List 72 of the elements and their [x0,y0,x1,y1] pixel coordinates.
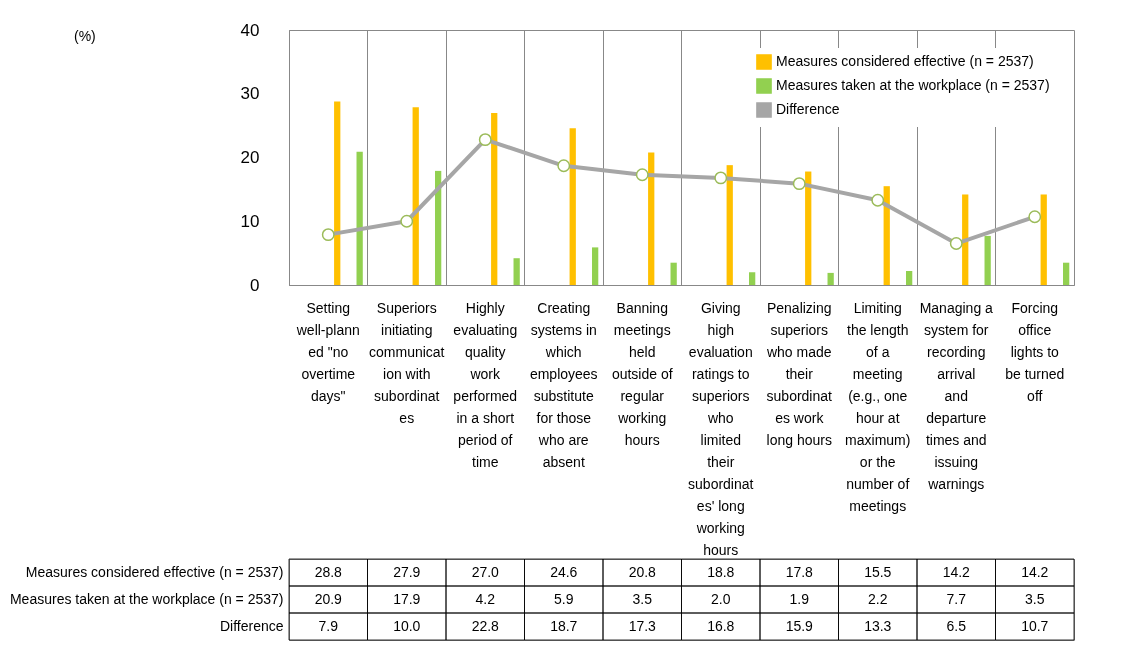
bar [648,152,655,285]
x-tick-label: Penalizing superiors who made their subordinates work long hours [765,299,833,448]
bar [592,247,599,285]
y-tick-label: 30 [240,84,260,104]
bar [334,101,341,285]
text: Measures taken at the workplace (n = 2537) [9,590,284,607]
data-label: 7.9 [318,617,339,634]
x-tick-label: Forcing office lights to be turned off [1005,299,1065,404]
data-label: 22.8 [471,617,500,634]
data-label: 20.9 [314,590,343,607]
x-tick-label: Superiors initiating communication with subordinates [369,299,445,426]
legend-label: Measures considered effective (n = 2537) [776,53,1034,69]
bar [435,170,442,285]
data-label: 10.0 [393,617,421,634]
data-label: 18.7 [550,617,578,634]
text: (%) [74,28,96,44]
bar [805,171,812,285]
bar [1040,194,1047,285]
bar [569,128,576,285]
bar [491,112,498,285]
bar [670,262,677,285]
data-label: 16.8 [707,617,735,634]
data-label: 3.5 [632,590,653,607]
y-tick-label: 0 [250,275,260,295]
data-label: 14.2 [1021,563,1049,580]
y-tick-label: 40 [240,20,260,40]
category-label: Giving high evaluation ratings to superiors who limited their subordinates' long working hours [688,299,754,558]
bar [984,235,991,285]
data-label: 27.0 [471,563,500,580]
bar [513,258,520,285]
data-label: 15.9 [785,617,814,634]
bar [749,272,756,285]
data-label: 27.9 [393,563,421,580]
x-tick-label: Banning meetings held outside of regular working hours [611,299,673,448]
data-label: 10.7 [1021,617,1049,634]
data-label: 5.9 [554,590,574,607]
x-tick-label: Highly evaluating quality work performed in a short period of time [453,299,518,470]
x-tick-label: Creating systems in which employees substitute for those who are absent [529,299,598,470]
bar [356,151,363,285]
data-label: 24.6 [550,563,578,580]
data-label: 2.0 [711,590,731,607]
data-label: 28.8 [314,563,343,580]
y-tick-label: 10 [240,211,260,231]
text: Difference [219,617,284,634]
data-label: 7.7 [946,590,967,607]
data-label: 17.8 [785,563,814,580]
bar [906,270,913,285]
bar [883,186,890,285]
bar [1063,262,1070,285]
data-label: 17.3 [628,617,657,634]
legend-label: Difference [776,101,840,117]
data-label: 15.5 [864,563,892,580]
category-label: Limiting the length of a meeting (e.g., one hour at maximum) or the number of meetings [845,299,911,514]
data-label: 1.9 [789,590,810,607]
bar [726,165,733,285]
data-label: 3.5 [1025,590,1045,607]
text: Measures considered effective (n = 2537) [25,563,284,580]
data-label: 18.8 [707,563,735,580]
y-tick-label: 20 [240,148,260,167]
data-label: 17.9 [393,590,421,607]
bar [827,272,834,285]
legend-label: Measures taken at the workplace (n = 2537) [776,77,1050,93]
data-label: 14.2 [942,563,971,580]
bar [962,194,969,285]
data-label: 20.8 [628,563,657,580]
x-tick-label: Setting well-planned "no overtime days" [295,299,360,404]
data-label: 4.2 [475,590,496,607]
data-label: 2.2 [868,590,888,607]
category-label: Managing a system for recording arrival and departure times and issuing warnings [919,299,993,492]
data-label: 13.3 [864,617,892,634]
data-label: 6.5 [946,617,967,634]
bar [412,107,419,285]
